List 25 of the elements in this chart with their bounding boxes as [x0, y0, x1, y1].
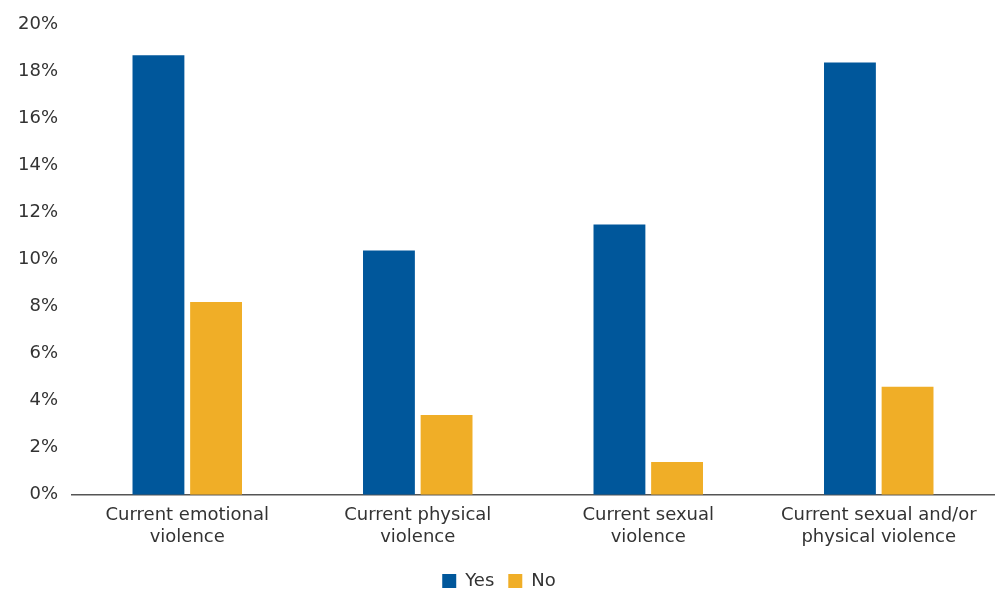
x-tick-label: Current sexual violence: [582, 503, 715, 546]
y-tick-label: 10%: [17, 247, 59, 269]
legend-label: No: [531, 568, 556, 590]
legend-label: Yes: [464, 568, 495, 590]
bar: [363, 250, 415, 495]
x-tick-label: Current physical violence: [344, 503, 492, 546]
bar: [420, 414, 473, 495]
y-tick-label: 20%: [17, 12, 59, 34]
y-tick-label: 2%: [29, 435, 59, 457]
y-tick-label: 0%: [29, 482, 59, 504]
x-tick-label: Current emotional violence: [105, 503, 269, 546]
y-tick-label: 4%: [29, 388, 59, 410]
y-tick-label: 6%: [29, 341, 59, 363]
y-tick-label: 18%: [17, 59, 59, 81]
x-tick-label: Current sexual and/or physical violence: [780, 503, 978, 546]
bar: [593, 224, 646, 495]
bar: [651, 461, 703, 495]
y-tick-label: 12%: [17, 200, 59, 222]
y-tick-label: 16%: [17, 106, 59, 128]
y-tick-label: 8%: [29, 294, 59, 316]
bar: [190, 302, 242, 495]
bar: [132, 55, 185, 495]
bar: [824, 62, 876, 495]
y-tick-label: 14%: [17, 153, 59, 175]
bar: [881, 386, 934, 495]
